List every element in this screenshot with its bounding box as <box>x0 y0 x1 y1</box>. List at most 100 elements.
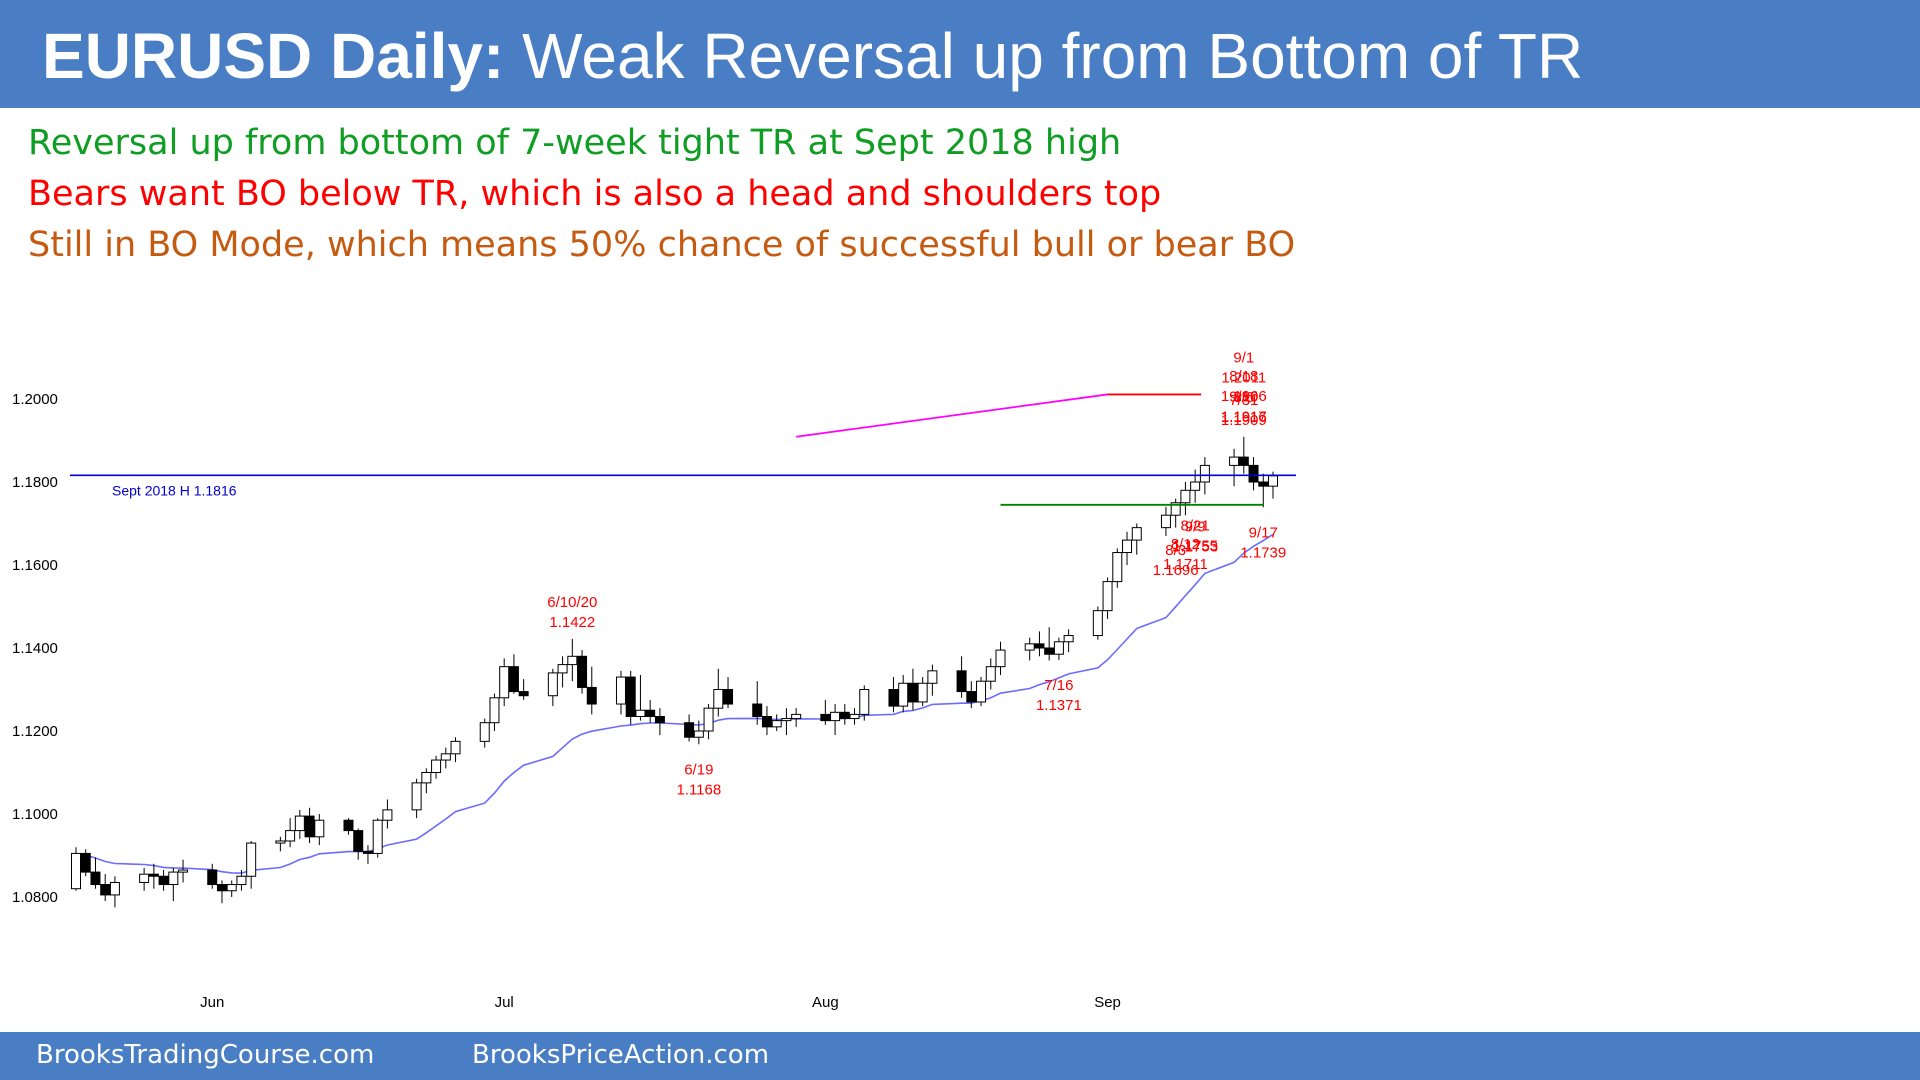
candle <box>723 677 734 709</box>
swing-price-label: 1.1739 <box>1240 544 1286 561</box>
candle-body-bull <box>1268 475 1278 487</box>
candle <box>586 666 597 715</box>
candle <box>771 714 782 731</box>
candle <box>489 693 500 731</box>
candle <box>752 681 763 725</box>
candle-body-bull <box>547 672 558 697</box>
candle-body-bull <box>294 815 305 832</box>
candle-body-bull <box>285 830 296 842</box>
swing-date-label: 7/31 <box>1229 392 1258 409</box>
candle <box>635 674 646 721</box>
swing-price-label: 1.1966 <box>1221 388 1267 405</box>
candle-body-bear <box>1238 456 1249 466</box>
swing-date-label: 8/6 <box>1233 389 1254 406</box>
candle-body-bear <box>586 686 597 705</box>
candle-body-bull <box>713 689 724 709</box>
swing-price-label: 1.1753 <box>1172 539 1218 556</box>
candle <box>830 704 841 736</box>
candle <box>275 836 286 852</box>
candle-body-bull <box>372 819 383 854</box>
candle <box>849 708 860 725</box>
candle-body-bear <box>1258 481 1269 487</box>
candle <box>1190 469 1201 503</box>
candle <box>1102 577 1113 619</box>
candle-body-bear <box>684 722 695 738</box>
candle-body-bull <box>567 655 578 666</box>
candle-body-bear <box>645 709 656 717</box>
candle-body-bull <box>226 884 237 892</box>
ema-line <box>75 533 1274 875</box>
swing-price-label: 1.2011 <box>1221 369 1266 386</box>
candle <box>139 867 150 891</box>
candle-body-bull <box>1170 502 1181 516</box>
candle-body-bull <box>411 782 422 811</box>
candle <box>1044 627 1055 661</box>
candle-body-bull <box>1180 489 1191 504</box>
candle <box>421 768 432 794</box>
candle-body-bear <box>723 689 734 705</box>
candle-body-bear <box>839 711 850 720</box>
candle-body-bull <box>1131 527 1142 541</box>
price-chart: 1.0800 1.1000 1.1200 1.1400 1.1600 1.1800 1.20… <box>12 349 1296 1011</box>
candle <box>226 880 237 897</box>
swing-price-label: 1.1371 <box>1036 697 1082 714</box>
x-tick-label: Aug <box>812 994 839 1011</box>
candle <box>431 755 442 779</box>
candle-body-bull <box>898 682 909 707</box>
candle <box>703 704 714 740</box>
candle <box>1063 629 1074 653</box>
candle <box>995 641 1006 675</box>
candle <box>791 708 802 727</box>
candle-body-bull <box>1092 610 1103 637</box>
candle <box>1238 436 1249 474</box>
candle-body-bull <box>1102 581 1113 612</box>
footer-link-course[interactable]: BrooksTradingCourse.com <box>36 1040 375 1070</box>
candle <box>1229 448 1240 487</box>
footer-bar: BrooksTradingCourse.com BrooksPriceActio… <box>0 1032 1920 1080</box>
note-reversal: Reversal up from bottom of 7-week tight … <box>28 123 1122 163</box>
swing-price-label: 1.1696 <box>1153 562 1199 579</box>
candle-body-bull <box>1024 643 1035 651</box>
candle-body-bull <box>314 819 325 838</box>
candle <box>1024 637 1035 661</box>
candle-body-bull <box>917 682 928 703</box>
candle <box>518 679 529 700</box>
y-tick-label: 1.1200 <box>12 723 58 740</box>
candle-body-bear <box>508 666 519 693</box>
candle <box>168 867 179 902</box>
candle <box>499 658 510 707</box>
note-bears: Bears want BO below TR, which is also a … <box>28 174 1162 214</box>
candle-body-bear <box>966 691 977 703</box>
candle <box>411 778 422 819</box>
candle <box>839 704 850 725</box>
y-tick-label: 1.1000 <box>12 806 58 823</box>
candle-body-bear <box>100 884 111 896</box>
candle-body-bull <box>489 697 500 724</box>
candle <box>567 638 578 682</box>
candle-body-bear <box>80 852 91 873</box>
candle <box>684 714 695 742</box>
candle <box>761 706 772 736</box>
footer-link-price-action[interactable]: BrooksPriceAction.com <box>472 1040 770 1070</box>
candle-body-bear <box>216 884 227 892</box>
candle-body-bull <box>479 722 490 742</box>
candle <box>625 670 636 725</box>
candle <box>1248 457 1259 491</box>
swing-date-label: 9/9 <box>1185 519 1206 536</box>
candle-body-bull <box>615 676 626 705</box>
swing-date-label: 9/10 <box>1229 388 1258 405</box>
candle <box>1180 482 1191 516</box>
swing-date-label: 6/19 <box>684 761 713 778</box>
candle-body-bear <box>577 655 588 688</box>
title-symbol: EURUSD Daily: <box>42 20 505 92</box>
candle-body-bear <box>158 875 169 886</box>
candle <box>557 656 568 688</box>
candle-body-bull <box>781 718 792 722</box>
y-tick-label: 1.0800 <box>12 889 58 906</box>
candle <box>90 857 101 889</box>
candle <box>207 863 218 889</box>
candle-body-bull <box>1063 635 1074 643</box>
candle <box>71 847 81 891</box>
candle <box>479 718 490 748</box>
swing-price-label: 1.1755 <box>1172 538 1218 555</box>
